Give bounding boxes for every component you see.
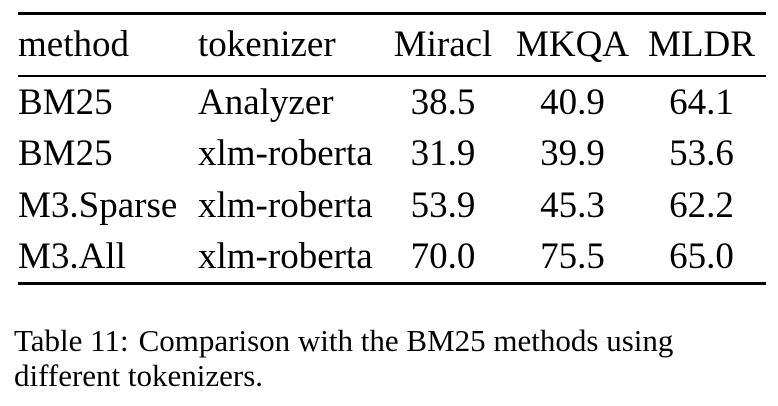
cell-tokenizer: xlm-roberta: [198, 133, 373, 174]
table-row: M3.Sparse xlm-roberta 53.9 45.3 62.2: [18, 180, 766, 232]
cell-tokenizer: xlm-roberta: [198, 236, 373, 278]
caption-label: Table 11:: [14, 323, 129, 358]
cell-mkqa: 45.3: [540, 185, 605, 226]
table-row: BM25 Analyzer 38.5 40.9 64.1: [18, 76, 766, 128]
cell-tokenizer: Analyzer: [198, 81, 334, 123]
cell-miracl: 38.5: [410, 81, 476, 123]
column-header-method: method: [18, 24, 129, 66]
caption-text: Comparison with the BM25 methods using d…: [14, 323, 674, 393]
cell-method: M3.All: [18, 236, 126, 278]
cell-tokenizer: xlm-roberta: [198, 185, 373, 226]
cell-method: BM25: [18, 81, 113, 123]
table-row: M3.All xlm-roberta 70.0 75.5 65.0: [18, 232, 766, 284]
column-header-mkqa: MKQA: [515, 24, 630, 66]
cell-mldr: 53.6: [669, 133, 734, 174]
cell-mkqa: 40.9: [540, 81, 605, 123]
table-caption: Table 11: Comparison with the BM25 method…: [14, 323, 744, 393]
cell-miracl: 31.9: [410, 133, 476, 174]
column-header-miracl: Miracl: [393, 24, 493, 66]
cell-mkqa: 75.5: [540, 236, 605, 278]
cell-method: BM25: [18, 133, 113, 174]
table-header-row: method tokenizer Miracl MKQA MLDR: [18, 14, 766, 76]
cell-mldr: 64.1: [669, 81, 734, 123]
comparison-table: method tokenizer Miracl MKQA MLDR BM25 A…: [18, 12, 766, 285]
cell-miracl: 70.0: [410, 236, 476, 278]
cell-method: M3.Sparse: [18, 185, 178, 226]
column-header-tokenizer: tokenizer: [198, 24, 336, 66]
cell-mldr: 65.0: [669, 236, 734, 278]
cell-mldr: 62.2: [669, 185, 734, 226]
cell-miracl: 53.9: [410, 185, 476, 226]
table-row: BM25 xlm-roberta 31.9 39.9 53.6: [18, 128, 766, 180]
cell-mkqa: 39.9: [540, 133, 605, 174]
column-header-mldr: MLDR: [648, 24, 755, 66]
